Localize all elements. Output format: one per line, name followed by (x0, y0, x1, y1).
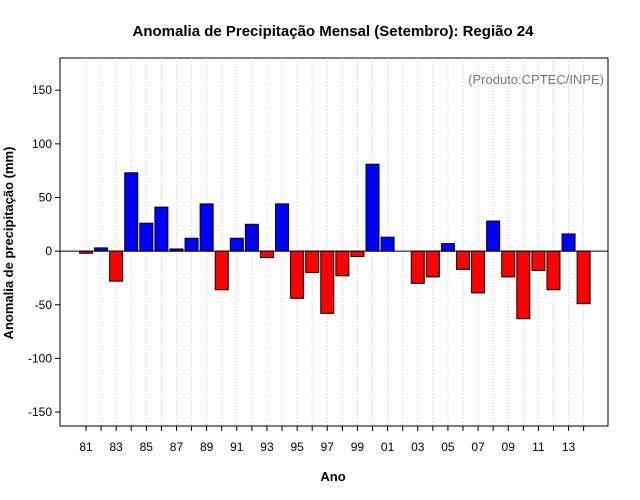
x-tick-label: 95 (290, 440, 304, 454)
bar-2006 (456, 250, 470, 270)
bar-1997 (320, 250, 335, 314)
bar-2007 (471, 250, 486, 294)
y-tick-label: -150 (28, 405, 52, 419)
bar-2008 (486, 220, 501, 252)
y-tick-label: 150 (32, 83, 52, 97)
bar-1995 (290, 250, 305, 299)
y-axis-label: Anomalia de precipitação (mm) (1, 147, 16, 340)
x-tick-label: 85 (140, 440, 154, 454)
x-axis: 81 83 85 87 89 91 93 95 97 99 01 03 05 07 09 11 13 (79, 426, 585, 454)
bar-1998 (335, 250, 350, 277)
x-tick-label: 87 (170, 440, 184, 454)
x-tick-label: 01 (381, 440, 395, 454)
bar-1985 (139, 222, 154, 252)
y-tick-label: -100 (28, 351, 52, 365)
y-axis: -150 -100 -50 0 50 100 150 (28, 83, 60, 419)
bar-1996 (305, 250, 320, 274)
x-tick-label: 81 (79, 440, 93, 454)
y-tick-label: 50 (39, 190, 53, 204)
bar-2005 (440, 243, 455, 252)
bars (79, 163, 591, 320)
bar-1989 (199, 203, 214, 252)
x-tick-label: 99 (351, 440, 365, 454)
bar-1984 (124, 172, 139, 252)
bar-1991 (229, 237, 244, 252)
bar-2000 (365, 163, 380, 252)
x-tick-label: 11 (532, 440, 545, 454)
bar-2009 (501, 250, 516, 278)
bar-1994 (275, 203, 290, 252)
bar-2014 (576, 250, 591, 305)
bar-1988 (184, 237, 199, 252)
bar-2013 (561, 233, 576, 252)
y-tick-label: 0 (45, 244, 52, 258)
chart-title: Anomalia de Precipitação Mensal (Setembr… (133, 23, 535, 40)
bar-1999 (350, 250, 365, 257)
bar-1993 (259, 250, 274, 259)
x-tick-label: 97 (321, 440, 335, 454)
plot-frame (59, 57, 609, 427)
x-tick-label: 07 (471, 440, 485, 454)
source-credit: (Produto:CPTEC/INPE) (468, 72, 604, 87)
x-tick-label: 09 (502, 440, 516, 454)
bar-2004 (425, 250, 440, 278)
bar-2010 (516, 250, 531, 320)
bar-2012 (546, 250, 561, 291)
bar-2011 (531, 250, 546, 271)
bar-1986 (154, 206, 169, 252)
bar-1992 (244, 223, 259, 252)
x-axis-label: Ano (320, 469, 345, 484)
x-tick-label: 05 (441, 440, 455, 454)
bar-1983 (109, 250, 124, 282)
x-tick-label: 83 (109, 440, 123, 454)
bar-2003 (410, 250, 425, 284)
x-tick-label: 13 (562, 440, 576, 454)
x-tick-label: 03 (411, 440, 425, 454)
x-tick-label: 93 (260, 440, 274, 454)
x-tick-label: 89 (200, 440, 214, 454)
y-tick-label: 100 (32, 137, 52, 151)
bar-1990 (214, 250, 229, 291)
x-tick-label: 91 (230, 440, 244, 454)
y-tick-label: -50 (35, 298, 53, 312)
bar-2001 (380, 236, 395, 252)
